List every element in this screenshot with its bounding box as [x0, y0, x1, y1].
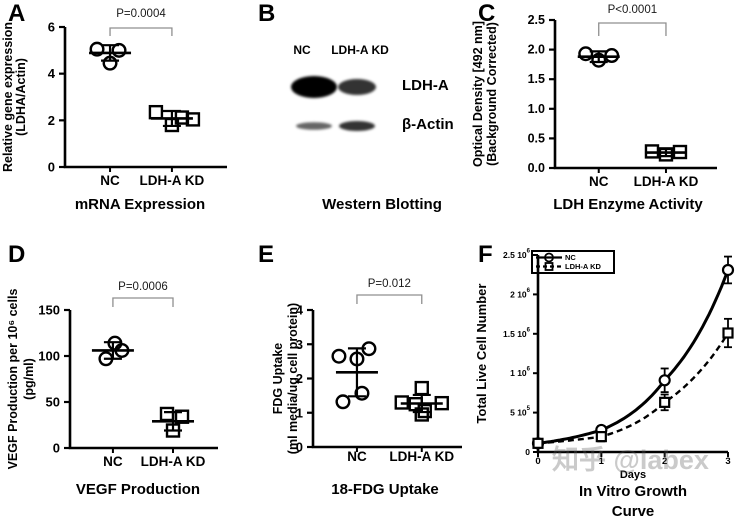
- svg-text:1 106: 1 106: [510, 367, 531, 379]
- panel-title-ldh: LDH Enzyme Activity: [553, 196, 703, 213]
- growth-curve-chart: 0 5 105 1 106 1.5 106 2 106 2.5 106 0 1 2 3 NCLDH-…: [474, 249, 735, 481]
- svg-text:6: 6: [48, 20, 55, 35]
- panel-western-blot: B NC LDH-A KD LDH-A β-Actin Western Blot…: [245, 0, 470, 232]
- svg-text:LDH-A KD: LDH-A KD: [389, 449, 454, 464]
- svg-text:VEGF Production per 10⁶ cells: VEGF Production per 10⁶ cells: [6, 289, 20, 470]
- blot-lane-label-nc: NC: [293, 43, 311, 57]
- panel-vegf-production: 0 50 100 150 NC LDH-A KD P=0.0006 VEGF Producti…: [0, 235, 245, 519]
- svg-text:(Background Corrected): (Background Corrected): [485, 22, 499, 166]
- panel-letter-d: D: [8, 241, 26, 268]
- svg-text:NC: NC: [347, 449, 367, 464]
- svg-text:0: 0: [48, 160, 55, 175]
- svg-text:150: 150: [38, 303, 60, 318]
- svg-text:P<0.0001: P<0.0001: [608, 4, 658, 16]
- svg-text:50: 50: [46, 395, 60, 410]
- svg-text:0.0: 0.0: [528, 161, 545, 175]
- panel-letter-c: C: [478, 0, 496, 27]
- svg-text:0: 0: [525, 447, 530, 457]
- svg-text:2.0: 2.0: [528, 43, 545, 57]
- svg-text:Relative gene expression: Relative gene expression: [1, 22, 15, 172]
- svg-text:2.5 106: 2.5 106: [503, 249, 531, 261]
- svg-text:2 106: 2 106: [510, 288, 531, 300]
- mrna-expression-chart: 0 2 4 6 NC LDH-A KD P=0.0004 Relative gene expr…: [1, 8, 227, 188]
- svg-text:LDH-A KD: LDH-A KD: [141, 454, 206, 469]
- blot-lane-label-ldha-kd: LDH-A KD: [331, 43, 389, 57]
- svg-text:5 105: 5 105: [510, 406, 531, 418]
- panel-title-vegf: VEGF Production: [75, 481, 201, 498]
- panel-mrna-expression: 0 2 4 6 NC LDH-A KD P=0.0004 Relative gene expr…: [0, 0, 245, 232]
- svg-text:3: 3: [725, 456, 730, 467]
- svg-text:P=0.0004: P=0.0004: [116, 8, 166, 20]
- svg-text:(LDHA/Actin): (LDHA/Actin): [14, 58, 28, 136]
- western-blot-image: [291, 76, 376, 131]
- svg-text:FDG Uptake: FDG Uptake: [271, 343, 285, 415]
- svg-text:2.5: 2.5: [528, 13, 545, 27]
- svg-text:0: 0: [296, 440, 303, 455]
- svg-text:(pg/ml): (pg/ml): [22, 358, 36, 400]
- svg-text:NC: NC: [103, 454, 123, 469]
- panel-fdg-uptake: 0 1 2 3 4 NC LDH-A KD P=0.012 FDG Uptake (ml medi…: [245, 235, 470, 519]
- svg-text:P=0.0006: P=0.0006: [118, 281, 168, 293]
- svg-text:4: 4: [48, 66, 56, 81]
- svg-text:Total Live Cell Number: Total Live Cell Number: [474, 284, 489, 424]
- panel-ldh-enzyme-activity: 0.0 0.5 1.0 1.5 2.0 2.5 NC LDH-A KD P<0.0001 Opti…: [470, 0, 736, 232]
- blot-band-label-ldha: LDH-A: [402, 77, 449, 94]
- svg-text:100: 100: [38, 349, 60, 364]
- svg-text:1.0: 1.0: [528, 102, 545, 116]
- panel-title-growth: In Vitro Growth Curve: [578, 483, 688, 519]
- svg-text:P=0.012: P=0.012: [368, 278, 411, 290]
- ldh-activity-chart: 0.0 0.5 1.0 1.5 2.0 2.5 NC LDH-A KD P<0.0001 Opti…: [471, 4, 717, 189]
- svg-text:1.5: 1.5: [528, 72, 545, 86]
- svg-text:NC: NC: [589, 174, 609, 189]
- svg-text:2: 2: [662, 456, 667, 467]
- blot-band-label-actin: β-Actin: [402, 116, 454, 133]
- svg-text:1: 1: [296, 405, 303, 420]
- svg-text:2: 2: [48, 113, 55, 128]
- panel-letter-e: E: [258, 241, 275, 268]
- svg-text:0: 0: [53, 441, 60, 456]
- svg-text:NC: NC: [100, 173, 120, 188]
- panel-title-fdg: 18-FDG Uptake: [331, 481, 439, 498]
- panel-letter-f: F: [478, 241, 493, 268]
- panel-letter-b: B: [258, 0, 276, 27]
- vegf-production-chart: 0 50 100 150 NC LDH-A KD P=0.0006 VEGF Producti…: [6, 281, 218, 470]
- svg-text:0: 0: [535, 456, 540, 467]
- panel-title-western: Western Blotting: [322, 196, 442, 213]
- svg-text:Days: Days: [620, 469, 646, 481]
- svg-text:1: 1: [599, 456, 605, 467]
- svg-text:3: 3: [296, 337, 303, 352]
- svg-text:LDH-A KD: LDH-A KD: [565, 262, 602, 271]
- svg-text:NC: NC: [565, 253, 576, 262]
- svg-text:LDH-A KD: LDH-A KD: [634, 174, 699, 189]
- svg-text:0.5: 0.5: [528, 131, 545, 145]
- panel-title-mrna: mRNA Expression: [74, 196, 206, 213]
- panel-growth-curve: 0 5 105 1 106 1.5 106 2 106 2.5 106 0 1 2 3 NC LDH-…: [470, 235, 736, 519]
- svg-text:LDH-A KD: LDH-A KD: [140, 173, 205, 188]
- fdg-uptake-chart: 0 1 2 3 4 NC LDH-A KD P=0.012 FDG Uptake (ml medi…: [271, 278, 462, 464]
- svg-text:2: 2: [296, 371, 303, 386]
- svg-text:1.5 106: 1.5 106: [503, 327, 531, 339]
- panel-letter-a: A: [8, 0, 26, 27]
- svg-text:4: 4: [296, 303, 304, 318]
- svg-text:(ml media/ug cell protein): (ml media/ug cell protein): [286, 303, 300, 454]
- svg-text:Optical Density [492 nm]: Optical Density [492 nm]: [471, 21, 485, 167]
